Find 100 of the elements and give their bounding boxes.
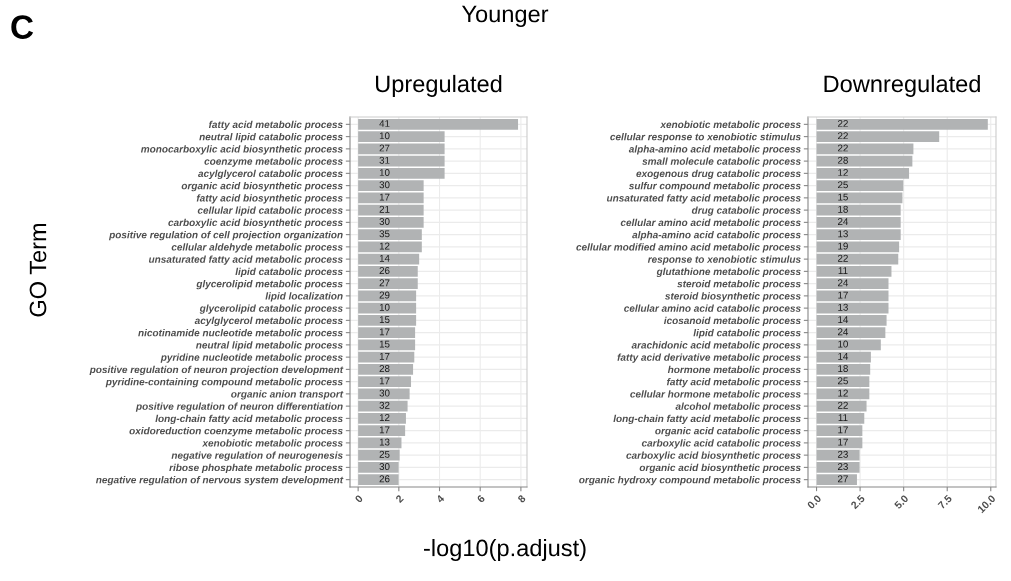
- y-tick-label: carboxylic acid biosynthetic process: [626, 451, 801, 461]
- annotation: 18: [838, 205, 848, 213]
- y-tick-label: pyridine nucleotide metabolic process: [160, 353, 343, 363]
- annotation: 24: [838, 279, 849, 287]
- annotation: 27: [838, 475, 848, 483]
- x-tick-label: 2.5: [850, 494, 866, 510]
- y-tick-label: positive regulation of cell projection organization: [108, 230, 343, 241]
- x-tick-label: 0: [354, 494, 364, 504]
- x-tick-label: 2: [395, 494, 404, 504]
- annotation: 28: [379, 365, 390, 372]
- annotation: 10: [379, 303, 390, 311]
- annotation: 12: [838, 169, 848, 176]
- y-tick-label: neutral lipid metabolic process: [195, 341, 343, 351]
- annotation: 41: [379, 120, 390, 127]
- y-tick-label: positive regulation of neuron differentiation: [135, 402, 343, 412]
- y-tick-label: hormone metabolic process: [667, 365, 801, 376]
- chart-title: Downregulated: [824, 74, 980, 97]
- annotation: 17: [379, 426, 390, 434]
- y-tick-label: lipid catabolic process: [693, 329, 801, 339]
- y-tick-label: cellular amino acid metabolic process: [620, 218, 801, 229]
- x-tick-label: 7.5: [937, 494, 953, 510]
- y-tick-label: glycerolipid metabolic process: [196, 280, 343, 290]
- annotation: 30: [379, 389, 390, 397]
- annotation: 35: [379, 230, 390, 238]
- annotation: 25: [838, 181, 848, 189]
- annotation: 26: [379, 267, 390, 274]
- y-tick-label: long-chain fatty acid metabolic process: [155, 414, 343, 425]
- annotation: 24: [838, 328, 849, 336]
- y-tick-label: organic anion transport: [231, 390, 344, 400]
- y-tick-label: carboxylic acid biosynthetic process: [168, 218, 343, 229]
- annotation: 22: [838, 132, 848, 140]
- y-tick-label: xenobiotic metabolic process: [202, 439, 343, 449]
- y-tick-label: cellular amino acid catabolic process: [624, 304, 801, 314]
- bar: [358, 155, 445, 167]
- annotation: 17: [379, 377, 390, 385]
- annotation: 11: [838, 414, 848, 421]
- y-tick-label: nicotinamide nucleotide metabolic process: [138, 329, 343, 339]
- annotation: 23: [838, 450, 848, 458]
- annotation: 15: [379, 316, 390, 323]
- y-tick-label: steroid metabolic process: [677, 280, 801, 290]
- y-tick-label: lipid catabolic process: [235, 267, 343, 278]
- y-tick-label: cellular hormone metabolic process: [630, 390, 801, 400]
- annotation: 25: [838, 377, 848, 385]
- annotation: 30: [379, 218, 390, 225]
- y-tick-label: cellular modified amino acid metabolic process: [576, 243, 801, 253]
- text: C: [11, 15, 34, 39]
- annotation: 31: [379, 156, 390, 164]
- annotation: 12: [379, 414, 390, 421]
- annotation: 17: [379, 352, 390, 360]
- annotation: 12: [838, 389, 848, 397]
- y-tick-label: fatty acid metabolic process: [208, 120, 343, 131]
- annotation: 17: [838, 438, 848, 446]
- annotation: 15: [379, 340, 390, 348]
- annotation: 27: [379, 279, 390, 287]
- y-tick-label: acylglycerol catabolic process: [198, 169, 343, 180]
- y-axis-title: GO Term: [29, 223, 47, 317]
- y-tick-label: organic hydroxy compound metabolic process: [579, 476, 801, 486]
- y-tick-label: drug catabolic process: [691, 206, 801, 216]
- annotation: 24: [838, 218, 849, 225]
- y-tick-label: unsaturated fatty acid metabolic process: [606, 194, 801, 204]
- y-tick-label: organic acid biosynthetic process: [181, 181, 343, 192]
- y-tick-label: organic acid biosynthetic process: [639, 463, 801, 474]
- x-tick-label: 5.0: [893, 494, 909, 510]
- annotation: 26: [379, 475, 390, 483]
- annotation: 25: [379, 450, 390, 458]
- y-tick-label: cellular lipid catabolic process: [197, 206, 343, 216]
- y-tick-label: small molecule catabolic process: [642, 157, 801, 167]
- annotation: 11: [838, 267, 848, 274]
- y-tick-label: ribose phosphate metabolic process: [169, 463, 343, 474]
- annotation: 17: [838, 291, 848, 299]
- bar: [358, 437, 402, 449]
- y-tick-label: alpha-amino acid catabolic process: [632, 230, 801, 241]
- y-tick-label: negative regulation of nervous system development: [95, 476, 344, 486]
- annotation: 13: [838, 303, 848, 311]
- y-tick-label: long-chain fatty acid metabolic process: [613, 414, 801, 425]
- annotation: 18: [838, 365, 848, 372]
- y-tick-label: cellular response to xenobiotic stimulus: [610, 132, 801, 143]
- y-tick-label: exogenous drug catabolic process: [636, 169, 801, 180]
- x-tick-label: 4: [435, 494, 445, 504]
- y-tick-label: response to xenobiotic stimulus: [647, 255, 801, 265]
- y-tick-label: negative regulation of neurogenesis: [171, 451, 343, 461]
- y-tick-label: alcohol metabolic process: [675, 402, 801, 412]
- y-tick-label: pyridine-containing compound metabolic process: [105, 378, 343, 388]
- annotation: 14: [379, 254, 390, 262]
- chart-title: Upregulated: [376, 74, 502, 97]
- y-tick-label: fatty acid metabolic process: [666, 378, 801, 388]
- y-tick-label: positive regulation of neuron projection development: [89, 365, 344, 376]
- y-tick-label: organic acid catabolic process: [655, 427, 801, 437]
- annotation: 22: [838, 144, 848, 152]
- annotation: 13: [838, 230, 848, 238]
- annotation: 10: [379, 169, 390, 176]
- annotation: 23: [838, 463, 848, 471]
- y-tick-label: glutathione metabolic process: [656, 267, 801, 278]
- y-tick-label: alpha-amino acid metabolic process: [628, 145, 801, 155]
- annotation: 14: [838, 352, 849, 360]
- annotation: 14: [838, 316, 849, 323]
- x-tick-label: 6: [476, 494, 486, 504]
- annotation: 17: [379, 193, 390, 201]
- bar: [816, 155, 913, 167]
- y-tick-label: steroid biosynthetic process: [665, 292, 801, 302]
